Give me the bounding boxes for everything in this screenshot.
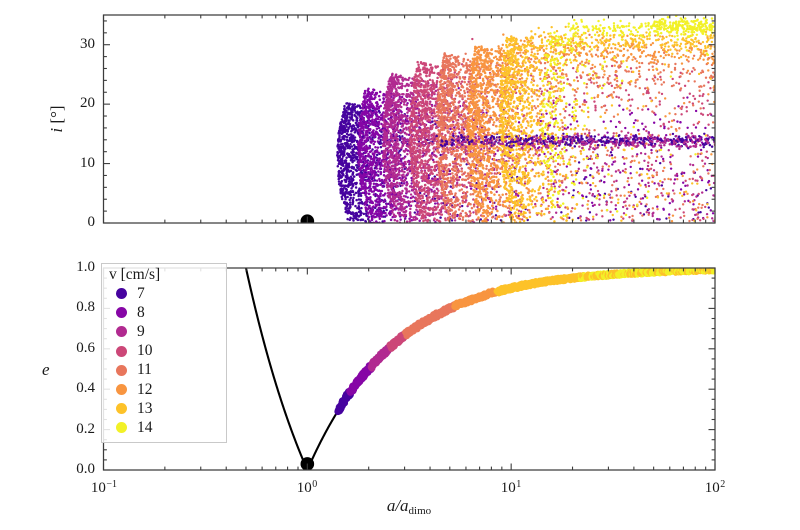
top-ytick-20: 20 [80,95,95,111]
bot-ytick-0.6: 0.6 [76,340,95,356]
legend-marker-v7 [116,288,127,300]
legend-row-v8: 8 [108,303,222,322]
top-ytick-30: 30 [80,36,95,52]
legend-marker-v13 [116,403,127,415]
legend: v [cm/s] 7 8 9 10 11 12 13 14 [101,263,227,443]
bot-ytick-0.8: 0.8 [76,299,95,315]
bot-ytick-0.4: 0.4 [76,380,95,396]
xtick-1e2: 102 [704,479,726,496]
legend-marker-v10 [116,345,127,357]
bot-ytick-0.2: 0.2 [76,421,95,437]
legend-row-v9: 9 [108,322,222,341]
xtick-1e0: 100 [296,479,318,496]
legend-title: v [cm/s] [109,266,161,283]
legend-marker-v14 [116,422,127,434]
legend-row-v7: 7 [108,284,222,303]
bot-ytick-0.0: 0.0 [76,461,95,477]
legend-row-v14: 14 [108,418,222,437]
bot-ytick-1.0: 1.0 [76,259,95,275]
legend-row-v13: 13 [108,399,222,418]
top-y-axis-label: i [°] [47,105,66,133]
legend-row-v11: 11 [108,361,222,380]
top-ytick-10: 10 [80,155,95,171]
top-ytick-0: 0 [87,214,96,230]
legend-marker-v11 [116,364,127,376]
legend-marker-v9 [116,326,127,338]
legend-row-v10: 10 [108,342,222,361]
legend-row-v12: 12 [108,380,222,399]
xtick-1e1: 101 [500,479,522,496]
x-axis-label: a/adimo [386,496,432,517]
legend-marker-v12 [116,384,127,396]
xtick-1e-1: 10−1 [90,479,118,496]
bottom-y-axis-label: e [42,360,50,379]
legend-marker-v8 [116,307,127,319]
